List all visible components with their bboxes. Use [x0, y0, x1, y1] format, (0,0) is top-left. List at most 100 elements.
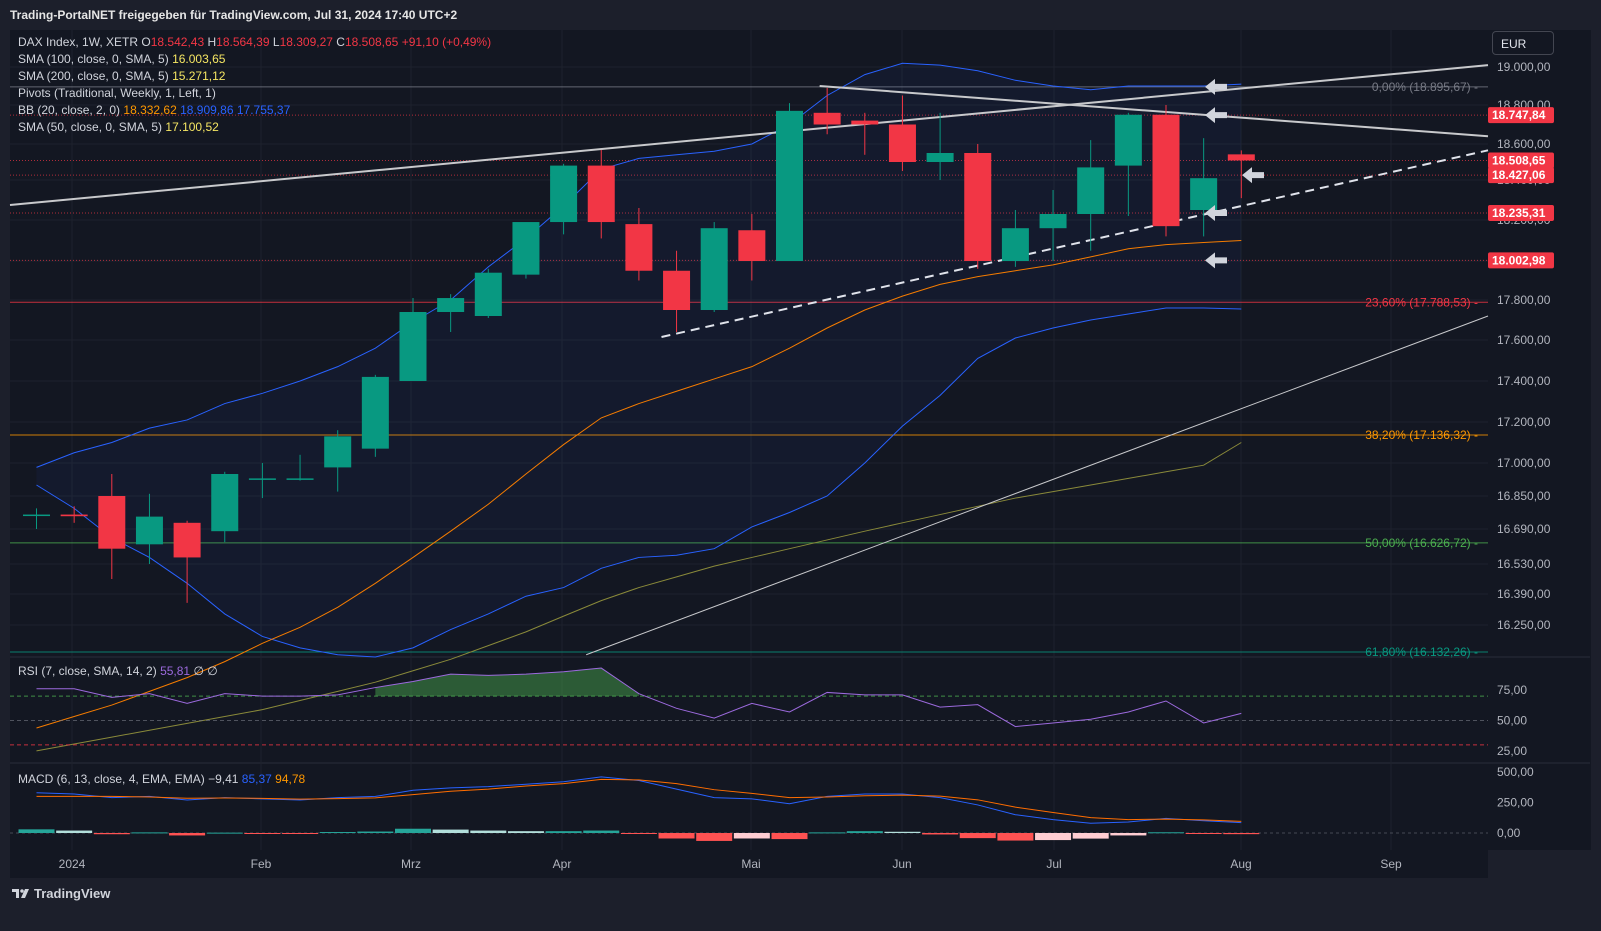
legend-bb-upper: 18.909,86 [180, 103, 234, 117]
candle-body [1001, 228, 1029, 261]
price-tick-label: 17.800,00 [1497, 293, 1551, 307]
chart-share-title: Trading-PortalNET freigegeben für Tradin… [10, 8, 458, 22]
macd-histogram-bar [432, 829, 469, 833]
candle-body [1039, 214, 1067, 229]
sma50-line [36, 240, 1242, 729]
currency-selector[interactable]: EUR [1492, 31, 1554, 55]
candle-body [361, 376, 389, 449]
macd-histogram-bar [56, 830, 93, 833]
legend-pivots-label: Pivots (Traditional, Weekly, 1, Left, 1) [18, 86, 216, 100]
legend-sma100-value: 16.003,65 [172, 52, 226, 66]
time-axis-bg [10, 850, 1488, 878]
macd-histogram-bar [922, 833, 959, 835]
legend-ohlc-row[interactable]: DAX Index, 1W, XETR O18.542,43 H18.564,3… [18, 34, 491, 51]
price-label-box [1488, 107, 1554, 124]
legend-sma50-label: SMA (50, close, 0, SMA, 5) [18, 120, 163, 134]
candle-body [399, 312, 427, 381]
price-tick-label: 17.600,00 [1497, 333, 1551, 347]
candle-body [851, 120, 879, 125]
macd-histogram-bar [169, 833, 206, 836]
time-tick-label: Jul [1046, 857, 1061, 871]
pivot-arrow-icon [1205, 107, 1227, 124]
price-label-text: 18.747,84 [1492, 108, 1546, 122]
main-legend: DAX Index, 1W, XETR O18.542,43 H18.564,3… [18, 34, 491, 136]
time-tick-label: Sep [1380, 857, 1402, 871]
legend-bb-basis: 18.332,62 [123, 103, 177, 117]
bb-upper-line [36, 62, 1242, 468]
time-tick-label: 2024 [59, 857, 86, 871]
candle-body [625, 224, 653, 271]
macd-legend[interactable]: MACD (6, 13, close, 4, EMA, EMA) −9,41 8… [18, 772, 305, 786]
macd-histogram-bar [1072, 833, 1109, 839]
macd-histogram-bar [18, 829, 55, 833]
price-label-box [1488, 204, 1554, 221]
price-label-text: 18.235,31 [1492, 206, 1546, 220]
candle-body [663, 270, 691, 310]
price-tick-label: 16.250,00 [1497, 618, 1551, 632]
legend-sma200-label: SMA (200, close, 0, SMA, 5) [18, 69, 169, 83]
macd-hist-value: −9,41 [208, 772, 239, 786]
macd-histogram-bar [206, 832, 243, 834]
legend-c-value: 18.508,65 [344, 35, 399, 49]
macd-signal-value: 94,78 [275, 772, 306, 786]
macd-tick-label: 0,00 [1497, 826, 1521, 840]
legend-bb-row[interactable]: BB (20, close, 2, 0) 18.332,62 18.909,86… [18, 102, 491, 119]
price-tick-label: 17.400,00 [1497, 374, 1551, 388]
macd-histogram-bar [395, 828, 431, 833]
legend-symbol[interactable]: DAX Index, 1W, XETR [18, 35, 139, 49]
bb-band-fill [36, 63, 1242, 658]
candle-body [813, 112, 841, 125]
candle-body [1227, 154, 1255, 161]
macd-histogram-bar [131, 832, 168, 834]
rsi-line [36, 667, 1242, 728]
fib-level-label: 0,00% (18.895,67) - [1372, 80, 1478, 94]
rsi-label: RSI (7, close, SMA, 14, 2) [18, 664, 157, 678]
legend-o-value: 18.542,43 [150, 35, 205, 49]
macd-histogram-bar [1035, 833, 1072, 841]
legend-h-value: 18.564,39 [216, 35, 270, 49]
bb-lower-line [36, 307, 1242, 658]
time-tick-label: Jun [892, 857, 911, 871]
tradingview-brand: TradingView [34, 886, 111, 901]
legend-pivots-row[interactable]: Pivots (Traditional, Weekly, 1, Left, 1) [18, 85, 491, 102]
candle-body [248, 478, 276, 480]
macd-histogram-bar [357, 831, 394, 833]
rsi-tick-label: 50,00 [1497, 714, 1527, 728]
macd-histogram-bar [1110, 833, 1147, 836]
price-label-text: 18.427,06 [1492, 168, 1546, 182]
rsi-tick-label: 75,00 [1497, 683, 1527, 697]
price-tick-label: 16.390,00 [1497, 587, 1551, 601]
macd-histogram-bar [244, 833, 281, 834]
candle-body [587, 165, 615, 223]
rsi-overbought-fill [375, 668, 639, 697]
legend-sma50-row[interactable]: SMA (50, close, 0, SMA, 5) 17.100,52 [18, 119, 491, 136]
legend-sma100-row[interactable]: SMA (100, close, 0, SMA, 5) 16.003,65 [18, 51, 491, 68]
tradingview-mark-icon [12, 889, 29, 898]
macd-tick-label: 500,00 [1497, 765, 1534, 779]
rsi-tick-label: 25,00 [1497, 744, 1527, 758]
time-tick-label: Apr [553, 857, 572, 871]
candle-body [1152, 114, 1180, 227]
legend-sma200-row[interactable]: SMA (200, close, 0, SMA, 5) 15.271,12 [18, 68, 491, 85]
tradingview-logo[interactable]: TradingView [12, 886, 110, 901]
rsi-legend[interactable]: RSI (7, close, SMA, 14, 2) 55,81 ∅ ∅ [18, 664, 218, 678]
legend-sma50-value: 17.100,52 [165, 120, 219, 134]
macd-histogram-bar [583, 830, 620, 833]
candle-body [474, 272, 502, 316]
time-tick-label: Feb [251, 857, 272, 871]
legend-sma200-value: 15.271,12 [172, 69, 226, 83]
macd-histogram-bar [470, 830, 507, 833]
candle-body [700, 228, 728, 310]
descending-trendline [819, 85, 1489, 138]
price-label-box [1488, 167, 1554, 184]
macd-histogram-bar [733, 833, 770, 839]
candle-body [173, 522, 201, 558]
price-label-box [1488, 152, 1554, 169]
pivot-arrow-icon [1205, 204, 1227, 221]
macd-tick-label: 250,00 [1497, 796, 1534, 810]
rsi-pane [10, 657, 1488, 763]
long-term-trendline [586, 315, 1489, 656]
time-tick-label: Mrz [401, 857, 421, 871]
legend-h-label: H [207, 35, 217, 49]
